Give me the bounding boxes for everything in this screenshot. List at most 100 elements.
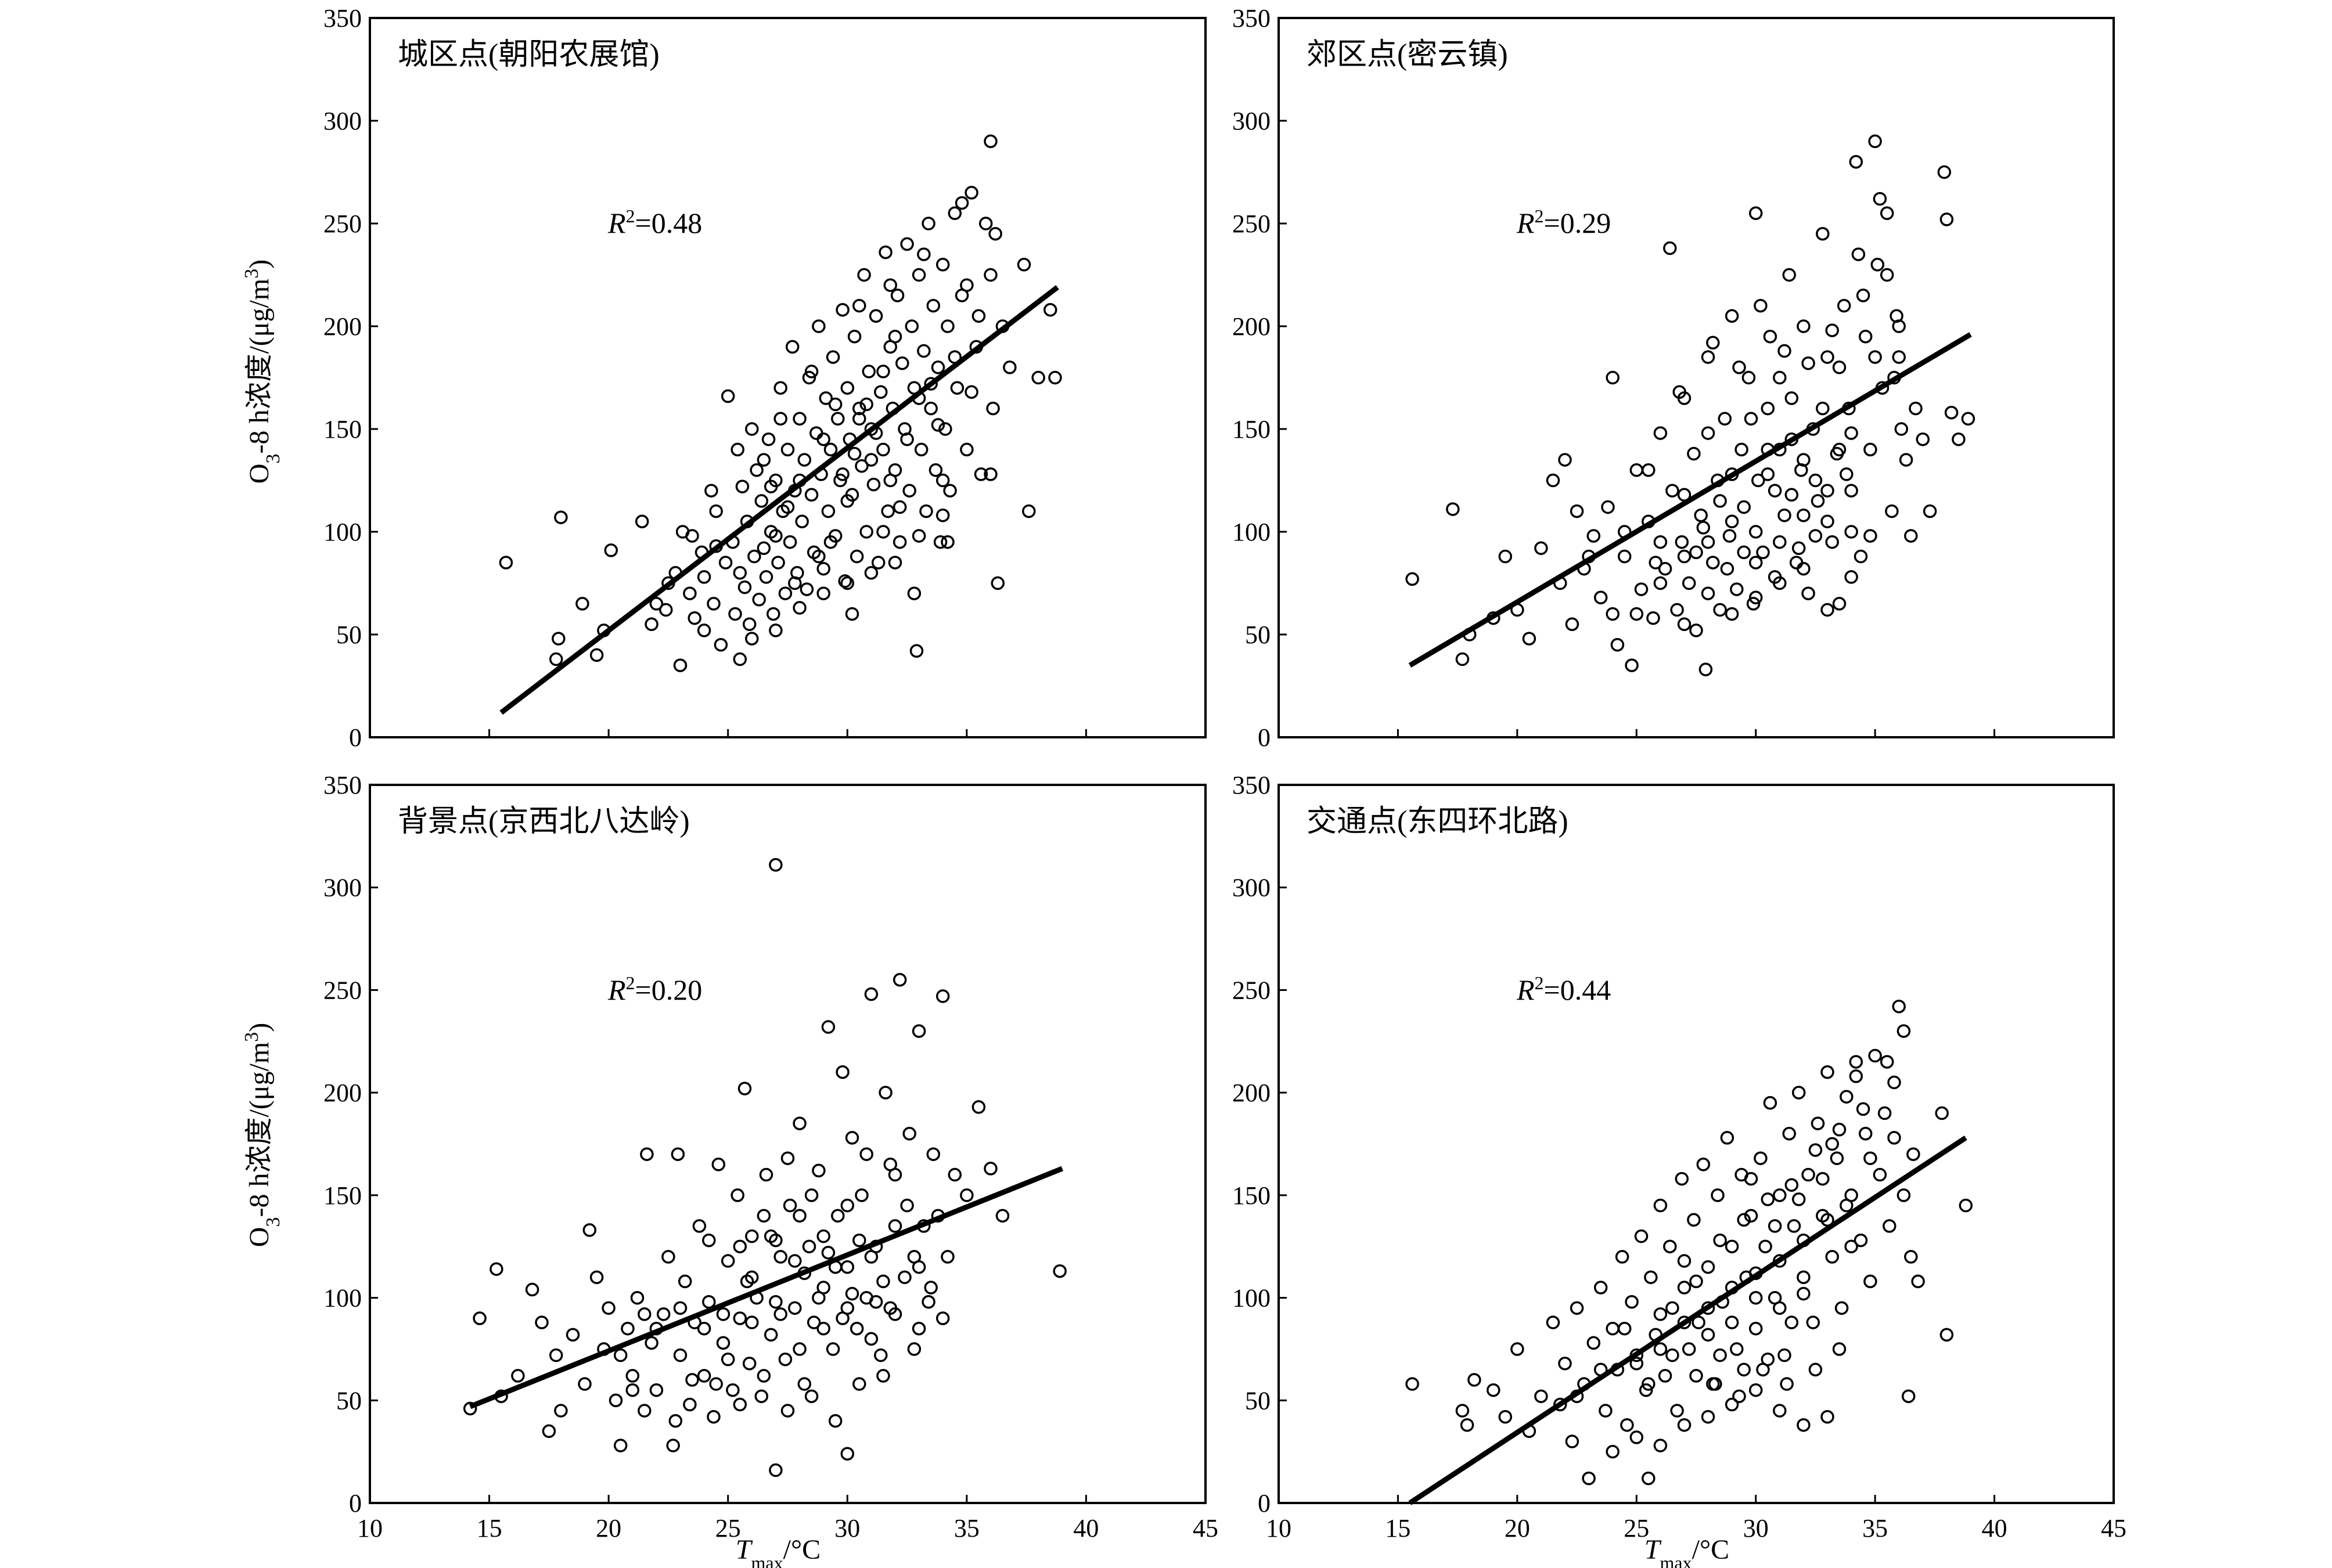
data-point	[742, 617, 757, 632]
data-point	[855, 459, 869, 473]
data-point	[1840, 1198, 1854, 1213]
data-point	[1701, 350, 1715, 364]
data-point	[821, 1246, 836, 1260]
data-point	[697, 570, 711, 584]
data-point	[807, 1315, 821, 1329]
data-point	[984, 268, 998, 282]
data-point	[1701, 1328, 1715, 1342]
panel-title: 交通点(东四环北路)	[1307, 805, 1568, 838]
data-point	[552, 632, 566, 646]
data-point	[1840, 467, 1854, 481]
data-point	[995, 1209, 1010, 1223]
data-point	[793, 412, 807, 426]
data-point	[673, 1301, 688, 1315]
data-point	[757, 541, 771, 556]
data-point	[1816, 401, 1830, 416]
y-tick-label: 50	[1245, 621, 1271, 649]
data-point	[893, 973, 907, 987]
data-point	[769, 623, 783, 637]
data-point	[931, 361, 945, 374]
data-point	[864, 1250, 879, 1264]
data-point	[1840, 1090, 1854, 1104]
data-point	[1701, 1260, 1715, 1274]
data-point	[1868, 1048, 1882, 1063]
data-point	[1487, 1383, 1500, 1397]
data-point	[1868, 134, 1882, 149]
data-point	[737, 580, 752, 594]
data-point	[1868, 350, 1882, 364]
data-point	[707, 1410, 721, 1424]
data-point	[1887, 1131, 1901, 1145]
data-point	[1883, 1219, 1896, 1233]
y-tick-label: 350	[323, 771, 362, 799]
data-point	[1570, 504, 1584, 518]
data-point	[625, 1369, 640, 1383]
data-point	[773, 381, 787, 395]
y-tick-label: 50	[336, 621, 362, 649]
data-point	[1797, 1418, 1811, 1432]
data-point	[757, 1209, 771, 1223]
data-point	[638, 1307, 652, 1321]
data-point	[1901, 1389, 1916, 1403]
data-point	[554, 1404, 568, 1418]
data-point	[1460, 1418, 1474, 1432]
data-point	[933, 535, 948, 549]
data-point	[578, 1377, 592, 1391]
data-point	[737, 1082, 752, 1095]
chart-panel-2: 0 50 100 150 200 250 300 350 郊区点(密云镇) R2=0.29	[1232, 4, 2115, 752]
data-point	[1646, 611, 1660, 625]
r-squared-label: R2=0.20	[607, 972, 702, 1006]
data-point	[1808, 529, 1823, 543]
data-point	[1606, 1321, 1620, 1336]
data-point	[974, 467, 988, 481]
data-point	[1639, 1383, 1653, 1397]
data-point	[613, 1439, 628, 1452]
plot-frame	[369, 784, 1207, 1504]
data-point	[697, 1321, 711, 1336]
data-point	[855, 1188, 869, 1202]
data-point	[761, 432, 776, 446]
data-point	[1606, 370, 1620, 385]
data-point	[1825, 1250, 1839, 1264]
data-point	[926, 298, 941, 313]
data-point	[1909, 401, 1923, 416]
panel-title: 城区点(朝阳农展馆)	[398, 38, 660, 71]
y-tick-label: 0	[349, 723, 362, 752]
regression-line	[1408, 332, 1972, 668]
data-point	[917, 247, 931, 261]
data-point	[938, 422, 952, 436]
data-point	[716, 1307, 730, 1321]
chart-panel-4: 0 50 100 150 200 250 300 350 10 15 20 25 30 35 40 45 交通点…	[1232, 771, 2126, 1542]
data-point	[473, 1311, 487, 1325]
x-tick-label: 35	[1862, 1514, 1888, 1542]
data-point	[971, 1100, 986, 1114]
data-point	[1797, 1286, 1811, 1301]
data-point	[783, 1198, 797, 1213]
data-point	[1653, 1439, 1668, 1452]
data-point	[721, 1254, 735, 1268]
data-point	[714, 637, 728, 652]
data-point	[1923, 504, 1937, 518]
data-point	[907, 586, 922, 600]
data-point	[1880, 1055, 1894, 1069]
data-point	[935, 508, 950, 522]
data-point	[780, 1151, 795, 1165]
data-point	[1787, 1219, 1801, 1233]
data-point	[840, 1447, 855, 1461]
data-point	[1677, 617, 1692, 632]
data-point	[1713, 1348, 1727, 1362]
data-point	[881, 504, 895, 518]
data-point	[978, 217, 993, 230]
data-point	[1797, 508, 1811, 522]
data-point	[1825, 1137, 1839, 1151]
data-point	[1844, 426, 1858, 440]
data-point	[1446, 502, 1460, 516]
data-point	[1935, 1106, 1949, 1120]
data-point	[917, 344, 931, 358]
data-point	[785, 340, 800, 354]
data-point	[716, 1336, 730, 1350]
data-point	[971, 309, 986, 323]
regression-line	[499, 285, 1059, 715]
data-point	[991, 576, 1005, 590]
data-point	[566, 1328, 580, 1342]
